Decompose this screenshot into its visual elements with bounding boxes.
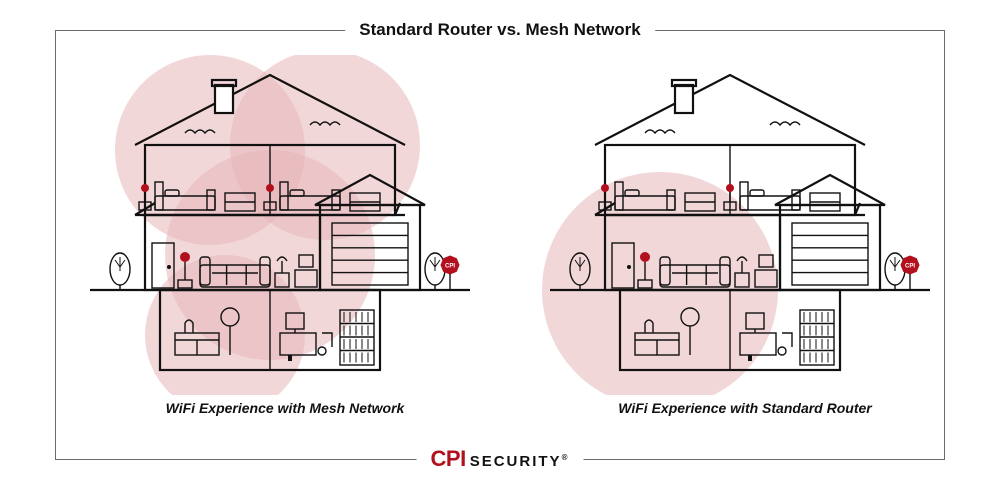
diagram-title: Standard Router vs. Mesh Network xyxy=(345,20,655,40)
svg-text:CPI: CPI xyxy=(445,264,455,270)
logo-brand: CPI xyxy=(431,446,466,472)
standard-router-panel: CPI xyxy=(530,55,960,395)
mesh-house-svg: CPI xyxy=(70,55,500,395)
brand-logo: CPI SECURITY® xyxy=(417,446,584,472)
logo-word: SECURITY® xyxy=(470,453,570,470)
mesh-caption: WiFi Experience with Mesh Network xyxy=(166,400,405,416)
standard-caption: WiFi Experience with Standard Router xyxy=(618,400,871,416)
standard-house-svg: CPI xyxy=(530,55,960,395)
svg-text:CPI: CPI xyxy=(905,264,915,270)
mesh-network-panel: CPI xyxy=(70,55,500,395)
